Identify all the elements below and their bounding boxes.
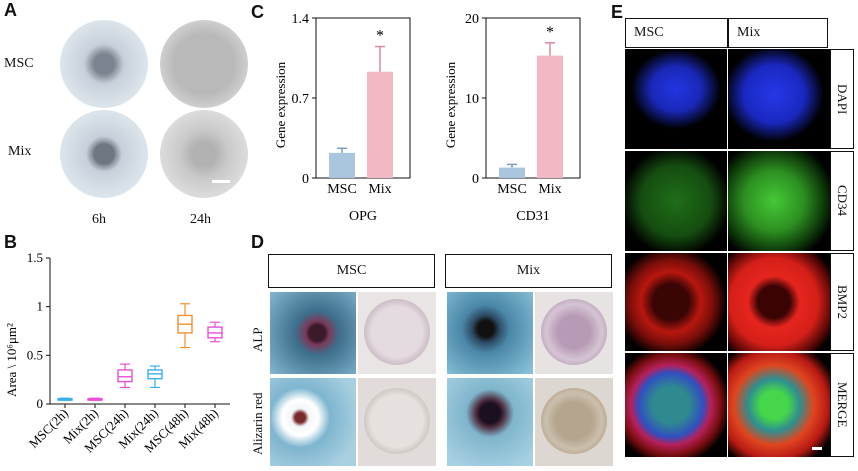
panel-a-col-24h: 24h <box>190 212 211 227</box>
panel-d-header-mix: Mix <box>445 254 612 288</box>
panel-e-header-mix-text: Mix <box>737 25 761 40</box>
box-y-tick-label: 1.5 <box>27 250 43 265</box>
opg-y-tick-label: 1.4 <box>292 12 310 27</box>
alizarin-plate-msc-well <box>364 388 430 454</box>
cd34-image-msc <box>625 151 727 251</box>
box-plot-ylabel: Area \ 10⁶μm² <box>4 323 19 397</box>
panel-e-row-cd34: CD34 <box>830 151 854 251</box>
spheroid-image-msc-24h <box>160 20 248 108</box>
panel-a-row-msc: MSC <box>4 56 34 71</box>
alizarin-micro-msc <box>270 378 356 466</box>
cd31-y-tick-label: 0 <box>472 172 479 187</box>
opg-y-tick-label: 0.7 <box>292 92 310 107</box>
alp-plate-mix-well <box>541 299 607 365</box>
panel-e-header-msc: MSC <box>625 18 728 48</box>
bmp2-image-msc <box>625 253 727 351</box>
alp-plate-mix <box>535 292 613 374</box>
scale-bar <box>212 180 230 183</box>
scale-bar-e <box>812 447 822 450</box>
panel-a-col-6h: 6h <box>92 212 106 227</box>
cd31-x-tick-label: Mix <box>538 182 561 197</box>
box-plot-area: Area \ 10⁶μm² 00.511.5MSC(2h)Mix(2h)MSC(… <box>4 250 230 455</box>
alp-plate-msc <box>358 292 436 374</box>
dapi-image-mix <box>728 49 830 149</box>
opg-bar <box>329 152 355 178</box>
cd31-y-tick-label: 10 <box>465 92 479 107</box>
cd31-bar <box>499 167 525 178</box>
panel-d-header-mix-text: Mix <box>516 263 541 278</box>
cd31-frame <box>485 17 581 179</box>
panel-c-label: C <box>251 2 264 22</box>
panel-e-header-msc-text: MSC <box>634 25 664 40</box>
panel-a-row-mix: Mix <box>8 144 32 159</box>
box-x-tick-label: MSC(2h) <box>26 406 71 451</box>
alp-micro-msc <box>270 292 356 374</box>
panel-a-label: A <box>4 0 17 20</box>
cd34-image-mix <box>728 151 830 251</box>
merge-image-mix <box>728 353 830 457</box>
opg-title: OPG <box>349 209 377 224</box>
panel-d-header-msc: MSC <box>268 254 435 288</box>
alizarin-plate-msc <box>358 378 436 466</box>
panel-d-label: D <box>251 232 264 252</box>
panel-e-row-bmp2: BMP2 <box>830 253 854 351</box>
merge-image-msc <box>625 353 727 457</box>
opg-x-tick-label: Mix <box>368 182 391 197</box>
panel-d-row-alp: ALP <box>250 327 265 353</box>
opg-x-tick-label: MSC <box>327 182 357 197</box>
cd31-ylabel: Gene expression <box>443 61 458 148</box>
panel-e-header-mix: Mix <box>728 18 828 48</box>
box-y-tick-label: 1 <box>37 299 44 314</box>
panel-e-row-merge: MERGE <box>830 353 854 457</box>
box-rect <box>117 369 133 383</box>
opg-y-tick-label: 0 <box>302 172 309 187</box>
spheroid-image-mix-6h <box>60 110 148 198</box>
cd31-title: CD31 <box>516 209 549 224</box>
alp-plate-msc-well <box>364 299 430 365</box>
panel-d-row-alizarin: Alizarin red <box>250 392 265 456</box>
box-y-tick-label: 0.5 <box>27 347 43 362</box>
panel-b-label: B <box>4 232 17 252</box>
dapi-image-msc <box>625 49 727 149</box>
bar-chart-cd31: Gene expression 0 10 20 MSC * Mix CD31 <box>443 12 581 224</box>
alizarin-plate-mix-well <box>541 388 607 454</box>
panel-e-row-dapi: DAPI <box>830 49 854 149</box>
spheroid-image-msc-6h <box>60 20 148 108</box>
panel-e-label: E <box>611 2 624 22</box>
bar-chart-opg: Gene expression 0 0.7 1.4 MSC * Mix OPG <box>273 12 411 224</box>
opg-ylabel: Gene expression <box>273 61 288 148</box>
opg-significance: * <box>376 28 384 45</box>
alp-micro-mix <box>447 292 533 374</box>
alizarin-micro-mix <box>447 378 533 466</box>
cd31-x-tick-label: MSC <box>497 182 527 197</box>
panel-d-header-msc-text: MSC <box>336 263 367 278</box>
cd31-bar <box>537 55 563 178</box>
cd31-y-tick-label: 20 <box>465 12 479 27</box>
opg-bar <box>367 71 393 178</box>
box-y-tick-label: 0 <box>37 396 44 411</box>
spheroid-image-mix-24h <box>160 110 248 198</box>
cd31-significance: * <box>546 24 554 41</box>
bmp2-image-mix <box>728 253 830 351</box>
alizarin-plate-mix <box>535 378 613 466</box>
